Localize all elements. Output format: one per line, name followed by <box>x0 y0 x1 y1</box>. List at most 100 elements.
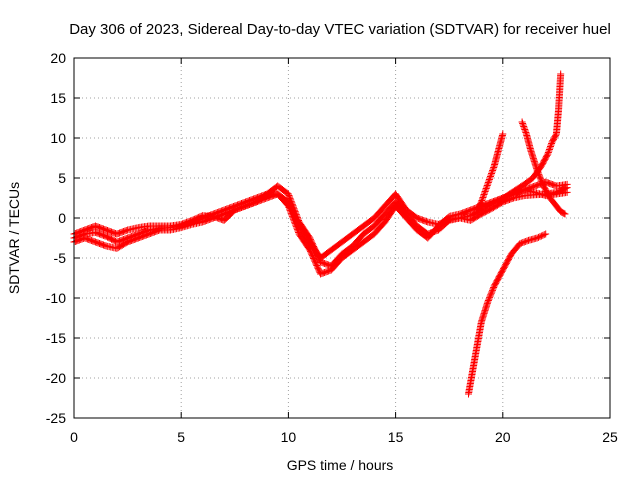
x-tick-label: 15 <box>388 429 404 445</box>
data-point <box>488 288 496 296</box>
data-point <box>488 286 496 294</box>
data-point <box>484 297 492 305</box>
series-track-c <box>70 178 571 278</box>
data-point <box>481 189 489 197</box>
data-point <box>482 185 490 192</box>
data-point <box>287 196 295 204</box>
x-tick-label: 5 <box>177 429 185 445</box>
data-point <box>479 194 487 201</box>
y-tick-label: -15 <box>46 330 66 346</box>
data-point <box>484 179 492 186</box>
data-point <box>478 195 486 203</box>
y-tick-label: 5 <box>58 170 66 186</box>
data-point <box>536 233 544 241</box>
data-point <box>547 141 555 149</box>
data-point <box>484 298 492 306</box>
data-point <box>519 239 527 247</box>
data-point <box>538 178 546 186</box>
data-point <box>545 146 553 153</box>
data-point <box>519 121 527 129</box>
data-point <box>521 126 529 133</box>
data-point <box>489 285 497 293</box>
data-points <box>70 70 571 398</box>
data-point <box>520 238 528 246</box>
data-point <box>286 194 294 202</box>
y-tick-label: -25 <box>46 410 66 426</box>
data-point <box>519 120 527 127</box>
data-point <box>522 129 530 136</box>
plot-frame <box>73 57 611 419</box>
data-point <box>544 149 552 156</box>
y-tick-label: 0 <box>58 210 66 226</box>
data-point <box>545 147 553 155</box>
data-point <box>478 197 486 204</box>
data-point <box>538 179 546 187</box>
series-low-recovery <box>464 230 550 398</box>
x-tick-label: 0 <box>70 429 78 445</box>
data-point <box>284 202 292 210</box>
series-track-b <box>70 182 571 270</box>
y-tick-label: 20 <box>50 50 66 66</box>
data-point <box>489 165 497 173</box>
data-point <box>533 234 541 242</box>
data-point <box>289 214 297 222</box>
data-point <box>485 176 493 183</box>
data-point <box>487 291 495 299</box>
data-point <box>517 239 525 247</box>
data-point <box>537 175 545 183</box>
y-tick-label: -20 <box>46 370 66 386</box>
data-point <box>521 127 529 135</box>
data-point <box>287 208 295 216</box>
data-point <box>487 289 495 297</box>
y-tick-label: 15 <box>50 90 66 106</box>
data-point <box>293 224 301 232</box>
data-point <box>477 198 485 206</box>
data-point <box>486 294 494 302</box>
data-point <box>542 230 550 238</box>
data-point <box>286 205 294 213</box>
data-point <box>285 203 293 211</box>
data-point <box>516 240 524 248</box>
data-point <box>499 130 507 138</box>
data-point <box>520 123 528 130</box>
data-point <box>535 233 543 241</box>
data-point <box>483 182 491 189</box>
data-point <box>563 180 571 188</box>
data-point <box>488 170 496 177</box>
data-point <box>484 180 492 188</box>
x-axis-label: GPS time / hours <box>287 457 394 473</box>
y-tick-label: -10 <box>46 290 66 306</box>
data-point <box>561 210 569 218</box>
data-point <box>292 223 300 231</box>
data-point <box>481 188 489 195</box>
data-point <box>520 124 528 132</box>
series-rise-to-18 <box>495 70 565 206</box>
data-point <box>292 221 300 229</box>
data-point <box>480 192 488 200</box>
data-point <box>485 295 493 303</box>
data-point <box>288 199 296 207</box>
data-point <box>286 193 294 201</box>
data-point <box>287 197 295 205</box>
data-point <box>289 215 297 223</box>
y-tick-label: 10 <box>50 130 66 146</box>
data-point <box>290 217 298 225</box>
data-point <box>284 190 292 198</box>
data-point <box>546 144 554 152</box>
data-point <box>557 70 565 78</box>
data-point <box>483 183 491 191</box>
data-point <box>537 232 545 240</box>
data-point <box>486 292 494 300</box>
data-point <box>489 167 497 174</box>
data-point <box>291 220 299 228</box>
data-point <box>294 227 302 235</box>
x-tick-label: 25 <box>602 429 618 445</box>
data-point <box>293 226 301 234</box>
data-point <box>291 218 299 226</box>
data-point <box>288 211 296 219</box>
y-axis-label: SDTVAR / TECUs <box>6 182 22 294</box>
series-rise-to-10 <box>473 130 507 214</box>
